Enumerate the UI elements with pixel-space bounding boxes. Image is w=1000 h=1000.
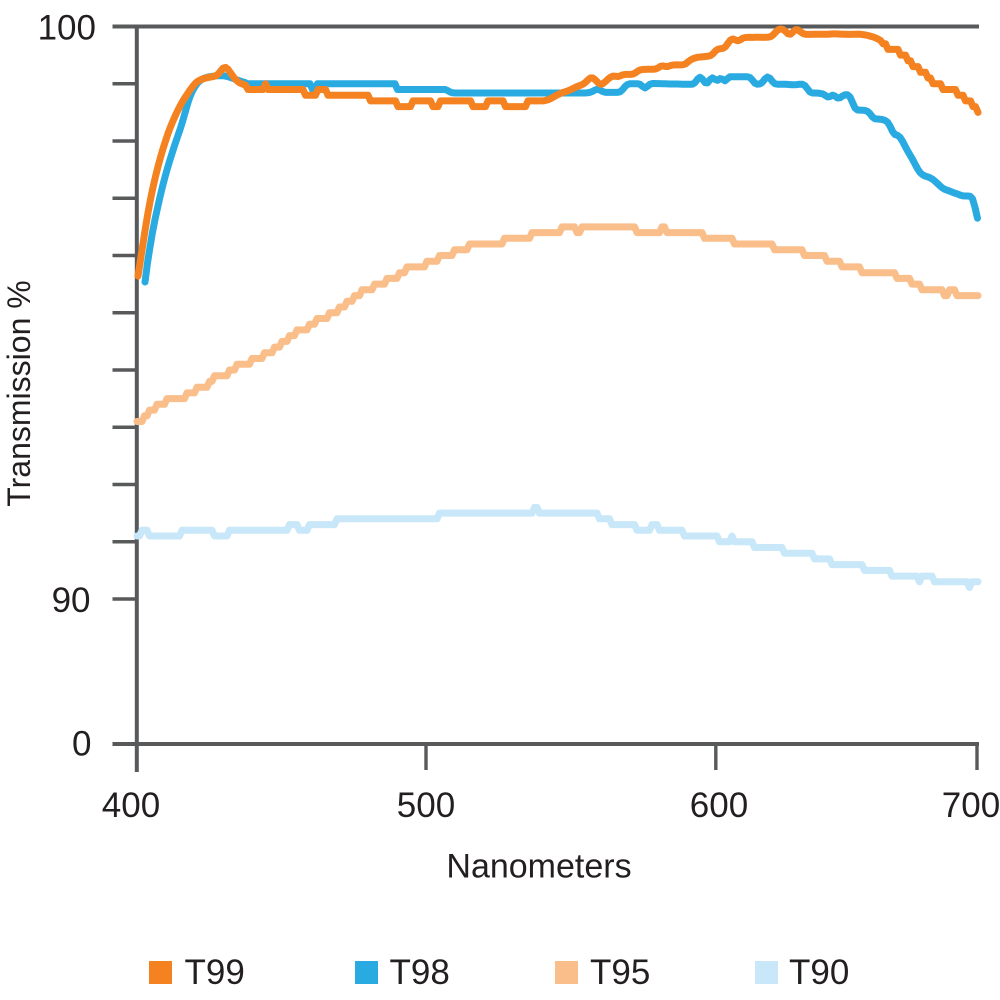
svg-text:T90: T90: [789, 953, 849, 992]
svg-text:0: 0: [72, 725, 91, 764]
svg-text:T98: T98: [390, 953, 450, 992]
svg-text:700: 700: [942, 786, 1000, 825]
svg-text:T99: T99: [185, 953, 245, 992]
svg-text:500: 500: [397, 786, 455, 825]
svg-text:400: 400: [102, 786, 160, 825]
svg-text:600: 600: [690, 786, 748, 825]
svg-text:Nanometers: Nanometers: [446, 848, 631, 886]
svg-text:T95: T95: [590, 953, 650, 992]
svg-text:100: 100: [38, 9, 96, 48]
svg-text:90: 90: [52, 581, 91, 620]
svg-text:Transmission %: Transmission %: [1, 280, 37, 506]
